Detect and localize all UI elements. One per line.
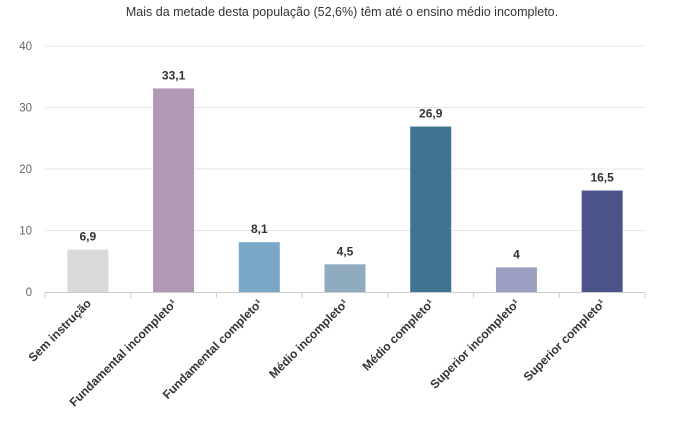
bars — [67, 88, 623, 292]
bar[interactable] — [410, 126, 452, 292]
x-tick-label: Médio completo¹ — [360, 296, 437, 373]
y-tick-label: 0 — [26, 287, 32, 299]
bar[interactable] — [324, 264, 366, 292]
x-tick-label: Superior incompleto¹ — [427, 296, 522, 391]
bar[interactable] — [153, 88, 195, 292]
x-tick-label: Sem instrução — [26, 296, 94, 364]
data-label: 8,1 — [251, 222, 268, 236]
y-tick-label: 30 — [19, 103, 32, 115]
data-label: 16,5 — [590, 171, 614, 185]
data-label: 4 — [513, 247, 520, 261]
y-tick-label: 20 — [19, 164, 32, 176]
x-tick-label: Superior completo¹ — [521, 296, 609, 384]
grid-lines — [45, 45, 645, 231]
chart-subtitle: Mais da metade desta população (52,6%) t… — [125, 5, 559, 19]
y-tick-label: 10 — [19, 226, 32, 238]
y-tick-label: 40 — [19, 41, 32, 53]
bar[interactable] — [67, 249, 109, 292]
data-label: 33,1 — [162, 68, 186, 82]
x-tick-label: Médio incompleto¹ — [266, 296, 351, 381]
data-label: 4,5 — [337, 244, 354, 258]
bar[interactable] — [495, 267, 537, 292]
data-label: 26,9 — [419, 107, 443, 121]
data-labels: 6,9 33,1 8,1 4,5 26,9 4 16,5 — [80, 68, 615, 261]
data-label: 6,9 — [80, 230, 97, 244]
bar[interactable] — [238, 242, 280, 292]
x-tick-label: Fundamental completo¹ — [160, 296, 266, 402]
bar[interactable] — [581, 190, 623, 292]
y-axis: 0 10 20 30 40 — [19, 41, 32, 299]
